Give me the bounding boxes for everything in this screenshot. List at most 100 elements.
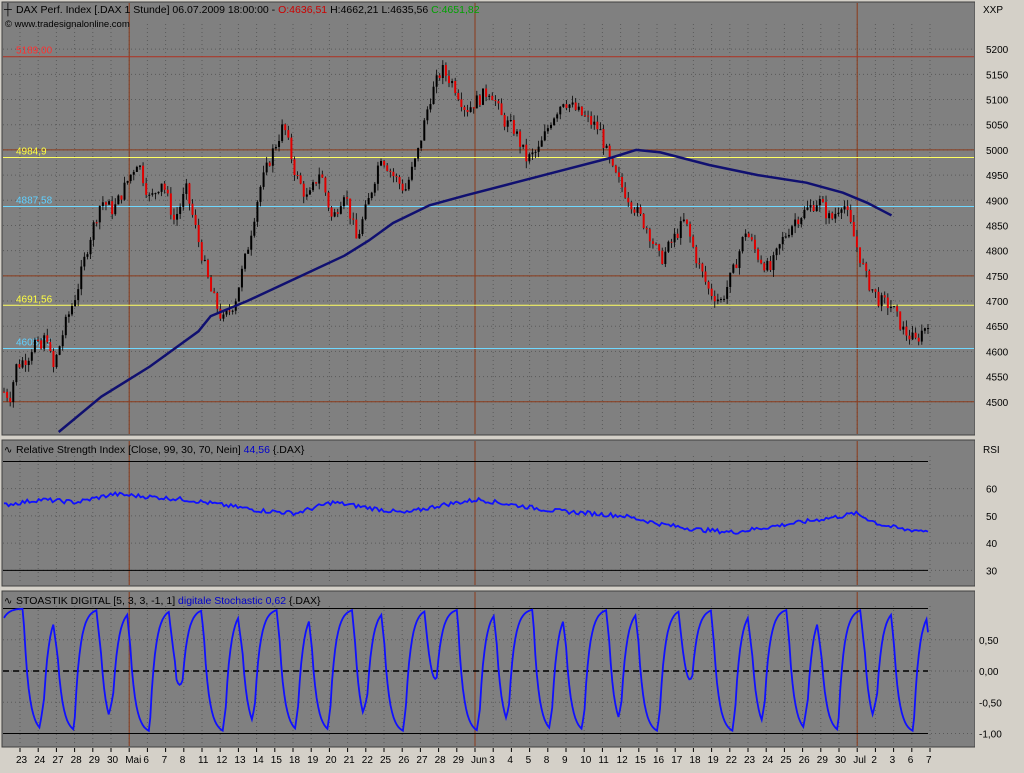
candle-down bbox=[886, 297, 889, 309]
candle-down bbox=[908, 335, 911, 340]
price-tick-label: 4800 bbox=[986, 247, 1009, 258]
candle-up bbox=[370, 192, 373, 199]
candle-up bbox=[534, 151, 537, 153]
candle-up bbox=[129, 174, 132, 182]
candle-up bbox=[593, 121, 596, 125]
candle-up bbox=[117, 195, 120, 205]
candle-down bbox=[596, 121, 599, 130]
candle-up bbox=[664, 251, 667, 264]
time-tick-label: 23 bbox=[744, 755, 756, 766]
candle-up bbox=[911, 332, 914, 340]
candle-down bbox=[352, 218, 355, 220]
candle-up bbox=[407, 179, 410, 190]
candle-up bbox=[871, 289, 874, 291]
candle-up bbox=[803, 209, 806, 219]
candle-down bbox=[395, 176, 398, 178]
time-tick-label: 19 bbox=[708, 755, 720, 766]
candle-up bbox=[840, 209, 843, 213]
rsi-value: 44,56 bbox=[244, 444, 270, 456]
candle-down bbox=[611, 158, 614, 166]
candle-up bbox=[537, 146, 540, 152]
time-tick-label: 6 bbox=[143, 755, 149, 766]
candle-up bbox=[481, 88, 484, 105]
level-line-label: 4691,56 bbox=[16, 294, 53, 305]
candle-down bbox=[590, 116, 593, 125]
candle-up bbox=[834, 213, 837, 219]
price-tick-label: 4750 bbox=[986, 272, 1009, 283]
time-tick-label: 21 bbox=[344, 755, 356, 766]
candle-up bbox=[271, 148, 274, 166]
time-tick-label: 9 bbox=[562, 755, 568, 766]
candle-up bbox=[182, 193, 185, 207]
candle-up bbox=[367, 198, 370, 205]
candle-down bbox=[401, 183, 404, 191]
candle-down bbox=[172, 214, 175, 220]
price-axis-bg bbox=[975, 0, 1024, 750]
candle-down bbox=[315, 182, 318, 184]
time-tick-label: 6 bbox=[908, 755, 914, 766]
candle-down bbox=[750, 237, 753, 240]
candle-up bbox=[247, 249, 250, 254]
candle-up bbox=[809, 205, 812, 208]
candle-down bbox=[695, 246, 698, 264]
time-tick-label: 29 bbox=[817, 755, 829, 766]
candle-down bbox=[852, 221, 855, 237]
price-tick-label: 5050 bbox=[986, 121, 1009, 132]
candle-down bbox=[444, 65, 447, 76]
candle-up bbox=[426, 109, 429, 121]
candle-up bbox=[778, 244, 781, 249]
rsi-header: Relative Strength Index [Close, 99, 30, … bbox=[16, 444, 305, 456]
candle-up bbox=[70, 306, 73, 315]
candle-up bbox=[902, 326, 905, 330]
time-tick-label: 25 bbox=[380, 755, 392, 766]
price-tick-label: 4600 bbox=[986, 347, 1009, 358]
time-axis: 23 24 27 28 29 30 Mai 6 7 8 11 12 13 14 15 18 19 20 21 22 25… bbox=[16, 748, 932, 766]
candle-down bbox=[3, 391, 5, 393]
candle-down bbox=[899, 311, 902, 330]
open-value: O:4636,51 bbox=[278, 4, 327, 16]
candle-up bbox=[259, 186, 262, 202]
time-tick-label: 24 bbox=[762, 755, 774, 766]
candle-down bbox=[580, 106, 583, 116]
candle-down bbox=[36, 339, 39, 341]
moving-average-line bbox=[57, 148, 893, 433]
candle-down bbox=[868, 270, 871, 291]
candle-up bbox=[361, 219, 364, 234]
time-tick-label: Jun bbox=[471, 755, 487, 766]
candle-up bbox=[274, 147, 277, 149]
candle-up bbox=[33, 339, 36, 353]
candle-down bbox=[466, 109, 469, 113]
price-panel-bg bbox=[1, 1, 976, 436]
candle-up bbox=[77, 289, 80, 301]
time-tick-label: 7 bbox=[926, 755, 932, 766]
candle-down bbox=[330, 207, 333, 217]
stoch-symbol: {.DAX} bbox=[289, 595, 321, 607]
candle-up bbox=[160, 183, 163, 192]
candle-down bbox=[213, 291, 216, 294]
candle-down bbox=[519, 131, 522, 147]
candle-up bbox=[559, 106, 562, 115]
candle-up bbox=[475, 95, 478, 109]
candle-down bbox=[52, 351, 55, 368]
candle-down bbox=[321, 174, 324, 178]
candle-down bbox=[355, 219, 358, 239]
candle-down bbox=[219, 308, 222, 319]
time-tick-label: 13 bbox=[234, 755, 246, 766]
time-tick-label: 12 bbox=[216, 755, 228, 766]
price-tick-label: 5000 bbox=[986, 146, 1009, 157]
candle-up bbox=[414, 158, 417, 167]
level-line-label: 4984,9 bbox=[16, 147, 47, 158]
candle-up bbox=[176, 213, 179, 220]
candle-down bbox=[825, 202, 828, 219]
candle-up bbox=[250, 235, 253, 250]
candle-up bbox=[577, 106, 580, 110]
stoch-tick-label: -0,50 bbox=[979, 698, 1002, 709]
time-tick-label: 15 bbox=[271, 755, 283, 766]
candle-down bbox=[769, 261, 772, 271]
candle-up bbox=[98, 205, 101, 223]
time-tick-label: 30 bbox=[835, 755, 847, 766]
time-tick-label: Jul bbox=[853, 755, 866, 766]
candle-up bbox=[12, 382, 15, 403]
candle-up bbox=[429, 104, 432, 110]
